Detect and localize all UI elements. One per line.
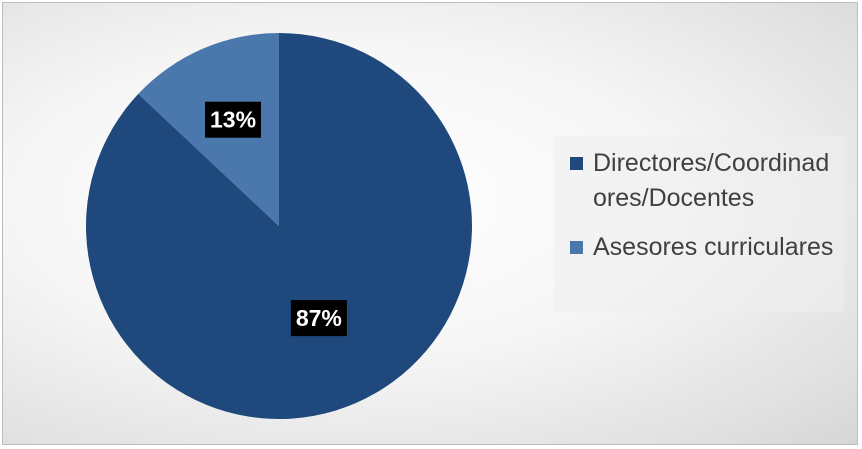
- legend-label-directores: Directores/Coordinadores/Docentes: [593, 149, 830, 212]
- data-label-directores-box: [290, 300, 347, 337]
- data-label-directores: 87%: [290, 300, 347, 337]
- pie-slice-directores: [85, 33, 472, 419]
- data-label-asesores-box: [205, 101, 262, 138]
- legend: Directores/Coordinadores/Docentes Asesor…: [554, 136, 844, 312]
- legend-label-asesores: Asesores curriculares: [593, 233, 834, 261]
- data-label-asesores: 13%: [205, 101, 262, 138]
- data-label-directores-text: 87%: [296, 305, 342, 331]
- legend-item-directores: Directores/Coordinadores/Docentes: [570, 146, 843, 216]
- data-label-asesores-text: 13%: [210, 107, 256, 133]
- legend-swatch-asesores: [570, 241, 583, 254]
- legend-item-asesores: Asesores curriculares: [570, 230, 843, 265]
- legend-swatch-directores: [570, 157, 583, 170]
